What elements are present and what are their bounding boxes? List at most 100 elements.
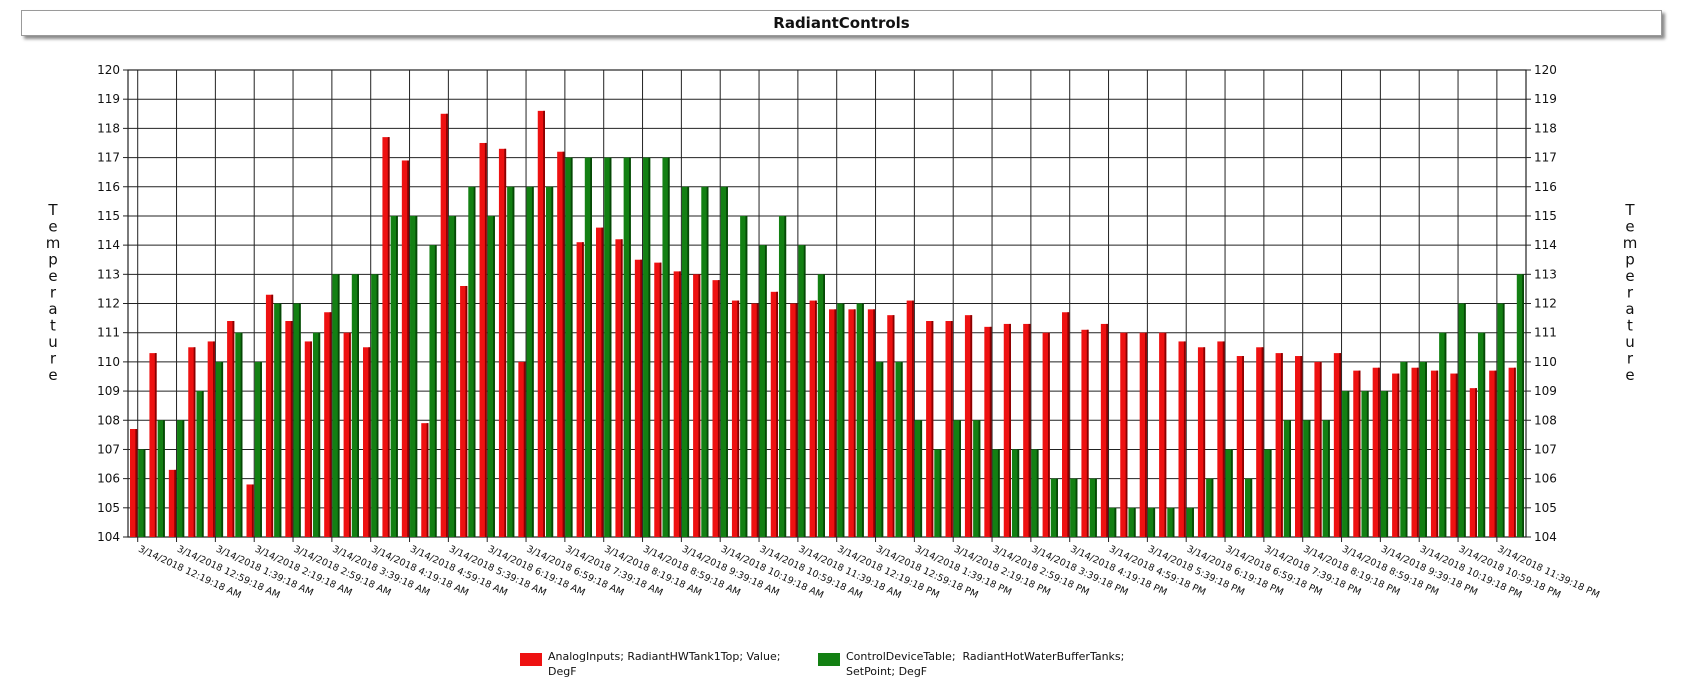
legend: AnalogInputs; RadiantHWTank1Top; Value; …	[520, 649, 1240, 689]
bar-shade-series-1	[348, 332, 351, 537]
bar-shade-series-2	[221, 361, 224, 537]
bar-series-2	[468, 186, 476, 537]
bar-series-2	[584, 157, 592, 537]
bar-series-2	[759, 245, 767, 537]
bar-shade-series-2	[1405, 361, 1408, 537]
y-tick-label-right: 106	[1534, 472, 1557, 486]
bar-series-2	[1400, 361, 1408, 537]
bar-shade-series-1	[1358, 370, 1361, 537]
bar-shade-series-1	[174, 469, 177, 537]
bar-series-1	[207, 341, 215, 537]
bar-shade-series-2	[667, 157, 670, 537]
bar-series-2	[138, 449, 146, 537]
bar-shade-series-1	[989, 326, 992, 537]
bar-shade-series-2	[687, 186, 690, 537]
bar-shade-series-2	[1056, 478, 1058, 537]
y-tick-label-right: 112	[1534, 297, 1557, 311]
bar-shade-series-1	[213, 341, 215, 537]
bar-series-1	[401, 160, 410, 537]
bar-series-2	[778, 215, 787, 537]
bar-series-1	[1508, 367, 1516, 537]
y-axis-label-left-char: r	[50, 350, 57, 368]
bar-series-1	[790, 303, 798, 537]
y-axis-label-left-char: T	[47, 201, 58, 219]
y-axis-label-right-char: p	[1625, 251, 1635, 269]
bar-shade-series-2	[978, 420, 981, 537]
bar-series-2	[1497, 303, 1505, 537]
bar-shade-series-2	[648, 157, 651, 537]
y-tick-label-right: 113	[1534, 267, 1557, 281]
bar-shade-series-2	[590, 157, 592, 537]
bar-series-1	[1139, 332, 1147, 537]
bar-shade-series-1	[232, 321, 235, 537]
y-tick-label-right: 119	[1534, 92, 1557, 106]
bar-series-2	[1303, 420, 1311, 537]
bar-series-2	[1031, 449, 1039, 537]
bar-series-2	[856, 303, 864, 537]
bar-shade-series-2	[512, 186, 515, 537]
bar-shade-series-1	[426, 423, 429, 537]
bar-shade-series-2	[803, 245, 806, 537]
bar-series-1	[1236, 356, 1244, 537]
bar-shade-series-2	[784, 215, 787, 537]
bar-series-2	[157, 420, 165, 537]
bar-shade-series-1	[756, 303, 759, 537]
bar-shade-series-1	[1009, 323, 1011, 537]
bar-series-2	[429, 245, 437, 537]
y-tick-label-left: 111	[97, 326, 120, 340]
bar-series-1	[1159, 332, 1167, 537]
y-axis-label-right-char: u	[1625, 333, 1635, 351]
bar-series-2	[1419, 361, 1427, 537]
bar-shade-series-1	[543, 110, 545, 538]
bar-series-2	[351, 274, 359, 537]
bar-series-2	[177, 420, 185, 537]
bar-series-1	[498, 148, 507, 537]
bar-shade-series-2	[1444, 332, 1447, 537]
bar-shade-series-2	[764, 245, 767, 537]
y-axis-label-left-char: p	[48, 251, 58, 269]
bar-shade-series-2	[260, 361, 262, 537]
bar-shade-series-2	[920, 420, 923, 537]
bar-shade-series-2	[1269, 449, 1272, 537]
y-tick-label-right: 108	[1534, 413, 1557, 427]
bar-series-1	[596, 227, 604, 538]
bar-series-2	[293, 303, 301, 537]
bar-shade-series-2	[706, 186, 709, 537]
bar-shade-series-2	[1230, 449, 1233, 537]
bar-shade-series-2	[357, 274, 359, 537]
bar-series-2	[914, 420, 923, 537]
bar-shade-series-2	[823, 274, 825, 537]
bar-series-2	[332, 274, 340, 537]
bar-shade-series-1	[776, 291, 778, 537]
bar-shade-series-1	[1047, 332, 1050, 537]
bar-shade-series-1	[1319, 361, 1322, 537]
bar-series-1	[809, 300, 817, 537]
bar-series-1	[304, 341, 312, 537]
bar-series-2	[1128, 507, 1136, 537]
bar-shade-series-2	[939, 449, 942, 537]
y-tick-label-right: 109	[1534, 384, 1557, 398]
bar-shade-series-1	[1339, 353, 1342, 537]
bar-shade-series-2	[726, 186, 728, 537]
bar-shade-series-1	[737, 300, 740, 537]
bar-shade-series-1	[271, 294, 274, 537]
bar-series-2	[953, 420, 961, 537]
bar-shade-series-1	[368, 347, 371, 537]
bar-series-1	[731, 300, 740, 537]
y-axis-label-left-char: m	[46, 234, 61, 252]
bar-series-1	[1042, 332, 1050, 537]
bar-series-1	[1062, 312, 1070, 537]
chart-title: RadiantControls	[773, 14, 910, 32]
bar-shade-series-2	[1192, 507, 1194, 537]
bar-shade-series-1	[1397, 373, 1400, 537]
bar-series-2	[1109, 507, 1117, 537]
bar-shade-series-2	[1308, 420, 1311, 537]
bar-series-1	[1392, 373, 1400, 537]
bar-series-2	[1380, 391, 1389, 537]
bar-shade-series-1	[1475, 388, 1477, 537]
bar-shade-series-2	[629, 157, 631, 537]
bar-series-2	[1477, 332, 1486, 537]
bar-series-2	[1264, 449, 1272, 537]
bar-series-2	[565, 157, 573, 537]
bar-shade-series-1	[1028, 323, 1031, 537]
